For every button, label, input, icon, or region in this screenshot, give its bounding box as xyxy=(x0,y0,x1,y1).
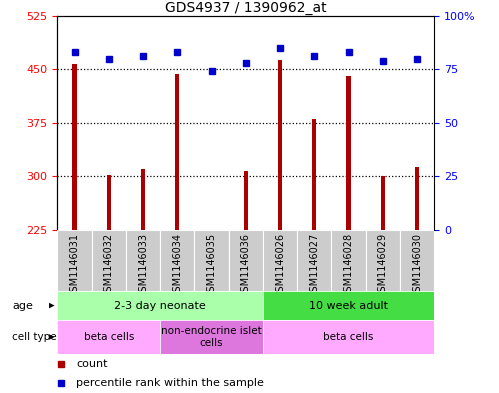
Bar xyxy=(160,320,263,354)
Bar xyxy=(278,60,282,230)
Bar xyxy=(195,230,229,291)
Text: cell type: cell type xyxy=(12,332,57,342)
Bar xyxy=(312,119,316,230)
Bar xyxy=(381,176,385,230)
Text: GSM1146031: GSM1146031 xyxy=(69,233,79,298)
Text: GSM1146028: GSM1146028 xyxy=(343,233,353,298)
Text: GSM1146030: GSM1146030 xyxy=(412,233,422,298)
Bar xyxy=(263,320,434,354)
Bar xyxy=(141,169,145,230)
Bar xyxy=(72,64,76,230)
Bar xyxy=(297,230,331,291)
Text: beta cells: beta cells xyxy=(83,332,134,342)
Text: GSM1146036: GSM1146036 xyxy=(241,233,251,298)
Text: GSM1146033: GSM1146033 xyxy=(138,233,148,298)
Bar xyxy=(57,291,263,320)
Bar xyxy=(415,167,419,230)
Text: GSM1146034: GSM1146034 xyxy=(172,233,182,298)
Bar xyxy=(175,74,179,230)
Bar xyxy=(366,230,400,291)
Text: GSM1146027: GSM1146027 xyxy=(309,233,319,298)
Bar xyxy=(92,230,126,291)
Bar xyxy=(160,230,195,291)
Text: percentile rank within the sample: percentile rank within the sample xyxy=(76,378,264,388)
Bar xyxy=(331,230,366,291)
Text: beta cells: beta cells xyxy=(323,332,374,342)
Text: GSM1146029: GSM1146029 xyxy=(378,233,388,298)
Text: count: count xyxy=(76,358,108,369)
Text: age: age xyxy=(12,301,33,310)
Bar xyxy=(244,171,248,230)
Bar xyxy=(263,291,434,320)
Bar xyxy=(57,320,160,354)
Bar xyxy=(126,230,160,291)
Text: GSM1146026: GSM1146026 xyxy=(275,233,285,298)
Text: GSM1146035: GSM1146035 xyxy=(207,233,217,298)
Bar xyxy=(263,230,297,291)
Bar xyxy=(400,230,434,291)
Bar xyxy=(57,230,92,291)
Title: GDS4937 / 1390962_at: GDS4937 / 1390962_at xyxy=(165,1,326,15)
Text: GSM1146032: GSM1146032 xyxy=(104,233,114,298)
Bar xyxy=(107,175,111,230)
Text: non-endocrine islet
cells: non-endocrine islet cells xyxy=(161,326,262,348)
Bar xyxy=(229,230,263,291)
Text: 2-3 day neonate: 2-3 day neonate xyxy=(114,301,206,310)
Bar xyxy=(346,76,351,230)
Text: 10 week adult: 10 week adult xyxy=(309,301,388,310)
